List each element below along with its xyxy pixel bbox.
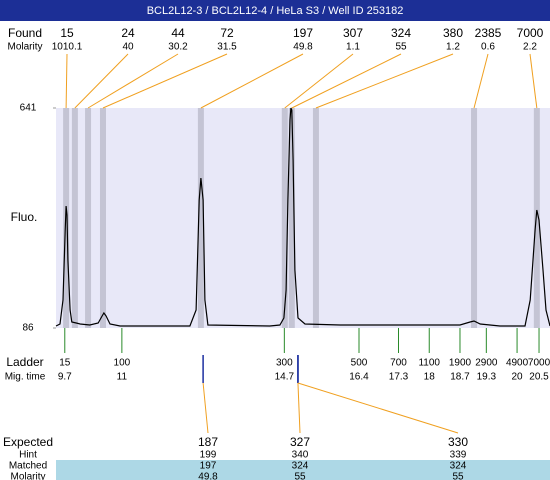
expected-row-label: Matched xyxy=(9,461,47,472)
expected-matched: 324 xyxy=(450,461,467,472)
ladder-time: 18.7 xyxy=(450,372,470,383)
connector xyxy=(297,382,459,434)
ladder-time: 18 xyxy=(424,372,436,383)
connector xyxy=(297,382,301,434)
peak-band xyxy=(533,108,540,328)
found-molarity: 1.2 xyxy=(446,42,460,53)
ladder-time: 19.3 xyxy=(477,372,497,383)
ladder-time: 16.4 xyxy=(349,372,369,383)
found-molarity: 40 xyxy=(122,42,134,53)
header-bar xyxy=(0,0,550,21)
ladder-time: 20.5 xyxy=(529,372,549,383)
found-molarity: 49.8 xyxy=(293,42,313,53)
ladder-size: 4900 xyxy=(506,358,529,369)
found-size: 197 xyxy=(293,26,313,40)
ladder-size: 500 xyxy=(351,358,368,369)
connector xyxy=(65,53,68,109)
found-size: 72 xyxy=(220,26,234,40)
expected-expected: 327 xyxy=(290,435,310,449)
connector xyxy=(202,382,209,434)
expected-row-label: Molarity xyxy=(10,472,45,480)
connector xyxy=(291,53,402,109)
expected-expected: 187 xyxy=(198,435,218,449)
expected-matched: 197 xyxy=(200,461,217,472)
ladder-size: 100 xyxy=(114,358,131,369)
connector xyxy=(284,53,354,109)
peak-band xyxy=(197,108,204,328)
found-size: 2385 xyxy=(475,26,502,40)
ladder-time: 11 xyxy=(117,372,128,383)
migtime-label: Mig. time xyxy=(5,372,46,383)
expected-row-label: Expected xyxy=(3,435,53,449)
ladder-time: 17.3 xyxy=(389,372,409,383)
peak-band xyxy=(281,108,288,328)
trace xyxy=(55,107,550,327)
expected-row-label: Hint xyxy=(19,450,37,461)
expected-hint: 340 xyxy=(292,450,309,461)
found-label: Found xyxy=(8,26,42,40)
found-molarity: 2.2 xyxy=(523,42,537,53)
title: BCL2L12-3 / BCL2L12-4 / HeLa S3 / Well I… xyxy=(147,5,404,17)
y-tick-label: 86 xyxy=(22,323,34,334)
connector xyxy=(102,53,228,109)
connector xyxy=(87,53,179,109)
peak-band xyxy=(71,108,78,328)
expected-expected: 330 xyxy=(448,435,468,449)
found-size: 15 xyxy=(60,26,74,40)
expected-hint: 339 xyxy=(450,450,467,461)
ladder-size: 2900 xyxy=(475,358,498,369)
ladder-time: 9.7 xyxy=(58,372,72,383)
matched-rows-bg xyxy=(56,460,550,480)
found-size: 324 xyxy=(391,26,411,40)
connector xyxy=(200,53,304,109)
connector xyxy=(529,53,538,109)
expected-molarity: 55 xyxy=(452,472,464,480)
found-size: 307 xyxy=(343,26,363,40)
ladder-size: 7000 xyxy=(528,358,550,369)
peak-band xyxy=(85,108,92,328)
peak-band xyxy=(288,108,295,328)
y-tick-label: 641 xyxy=(20,103,37,114)
found-molarity: 30.2 xyxy=(168,42,188,53)
expected-hint: 199 xyxy=(200,450,217,461)
peak-band xyxy=(471,108,478,328)
found-size: 44 xyxy=(171,26,185,40)
found-molarity: 55 xyxy=(395,42,407,53)
ladder-time: 14.7 xyxy=(275,372,295,383)
found-molarity: 1.1 xyxy=(346,42,360,53)
peak-band xyxy=(312,108,319,328)
ladder-label: Ladder xyxy=(6,355,43,369)
ladder-size: 300 xyxy=(276,358,293,369)
molarity-label: Molarity xyxy=(7,42,42,53)
plot-area xyxy=(56,108,550,328)
found-molarity: 31.5 xyxy=(217,42,237,53)
found-size: 24 xyxy=(121,26,135,40)
y-axis-label: Fluo. xyxy=(11,210,38,224)
connector xyxy=(473,53,489,109)
connector xyxy=(74,53,129,109)
ladder-time: 20 xyxy=(512,372,524,383)
connector xyxy=(315,53,454,109)
expected-molarity: 49.8 xyxy=(198,472,218,480)
found-size: 380 xyxy=(443,26,463,40)
found-molarity: 0.6 xyxy=(481,42,495,53)
ladder-size: 1900 xyxy=(449,358,472,369)
expected-matched: 324 xyxy=(292,461,309,472)
found-size: 7000 xyxy=(517,26,544,40)
ladder-size: 15 xyxy=(59,358,71,369)
ladder-size: 700 xyxy=(390,358,407,369)
expected-molarity: 55 xyxy=(294,472,306,480)
ladder-size: 1100 xyxy=(418,358,440,369)
peak-band xyxy=(99,108,106,328)
found-molarity: 1010.1 xyxy=(52,42,83,53)
